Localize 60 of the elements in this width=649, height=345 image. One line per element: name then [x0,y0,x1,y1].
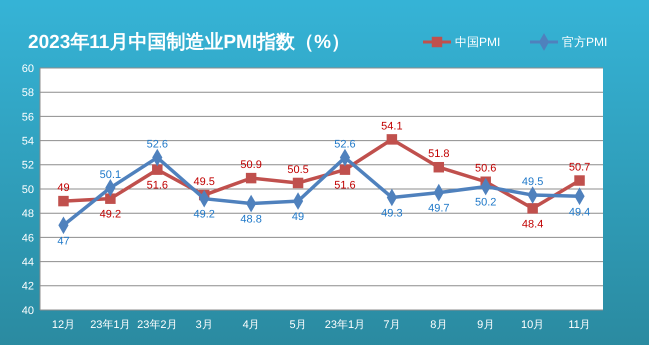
point [527,203,538,214]
y-tick-label: 60 [22,62,34,75]
x-tick-label: 9月 [477,319,494,331]
data-label: 49.4 [568,206,590,218]
point [58,196,69,206]
data-label: 49.5 [193,176,215,188]
data-label: 51.6 [334,180,356,192]
data-label: 49.5 [522,176,544,188]
data-label: 48.8 [240,214,262,226]
data-label: 52.6 [334,138,356,151]
data-label: 49.2 [193,208,215,221]
data-label: 49 [292,211,304,224]
data-label: 50.6 [474,162,496,175]
x-tick-label: 10月 [521,319,544,331]
y-tick-label: 54 [22,135,34,148]
data-label: 54.1 [381,120,403,132]
point [574,175,585,186]
data-label: 51.8 [428,148,450,160]
data-label: 49.7 [428,202,450,215]
y-tick-label: 46 [22,232,34,244]
x-tick-label: 23年1月 [324,319,366,331]
y-tick-label: 52 [22,160,34,172]
x-tick-label: 11月 [568,319,591,331]
y-tick-label: 48 [22,208,34,220]
x-tick-label: 4月 [242,319,260,331]
point [292,178,304,188]
data-label: 50.5 [287,164,309,176]
x-tick-label: 3月 [196,319,213,331]
x-tick-label: 8月 [430,319,448,331]
y-tick-label: 40 [22,304,34,317]
y-tick-label: 58 [22,87,34,100]
chart-title: 2023年11月中国制造业PMI指数（%） [28,31,350,53]
x-tick-label: 12月 [52,319,76,331]
point [152,164,163,175]
x-tick-label: 7月 [383,319,400,331]
legend-label: 中国PMI [455,35,500,49]
point [434,162,444,172]
x-tick-label: 23年1月 [90,319,131,331]
data-label: 49 [57,182,70,194]
point [340,164,350,175]
data-label: 50.7 [568,162,590,174]
data-label: 50.9 [240,159,262,172]
y-tick-label: 50 [22,184,34,196]
data-label: 48.4 [522,218,544,230]
y-tick-label: 44 [22,256,34,268]
data-label: 50.2 [474,196,496,209]
point [246,172,256,184]
data-label: 51.6 [146,180,168,192]
point [386,134,398,145]
data-label: 49.2 [100,208,122,221]
data-label: 52.6 [146,138,168,151]
x-tick-label: 5月 [289,319,307,331]
legend-label: 官方PMI [562,35,608,49]
x-tick-label: 23年2月 [137,319,178,331]
y-tick-label: 42 [22,280,34,293]
y-tick-label: 56 [22,111,34,124]
data-label: 49.3 [381,207,403,220]
data-label: 50.1 [100,168,122,181]
data-label: 47 [57,235,70,248]
point [105,193,116,204]
